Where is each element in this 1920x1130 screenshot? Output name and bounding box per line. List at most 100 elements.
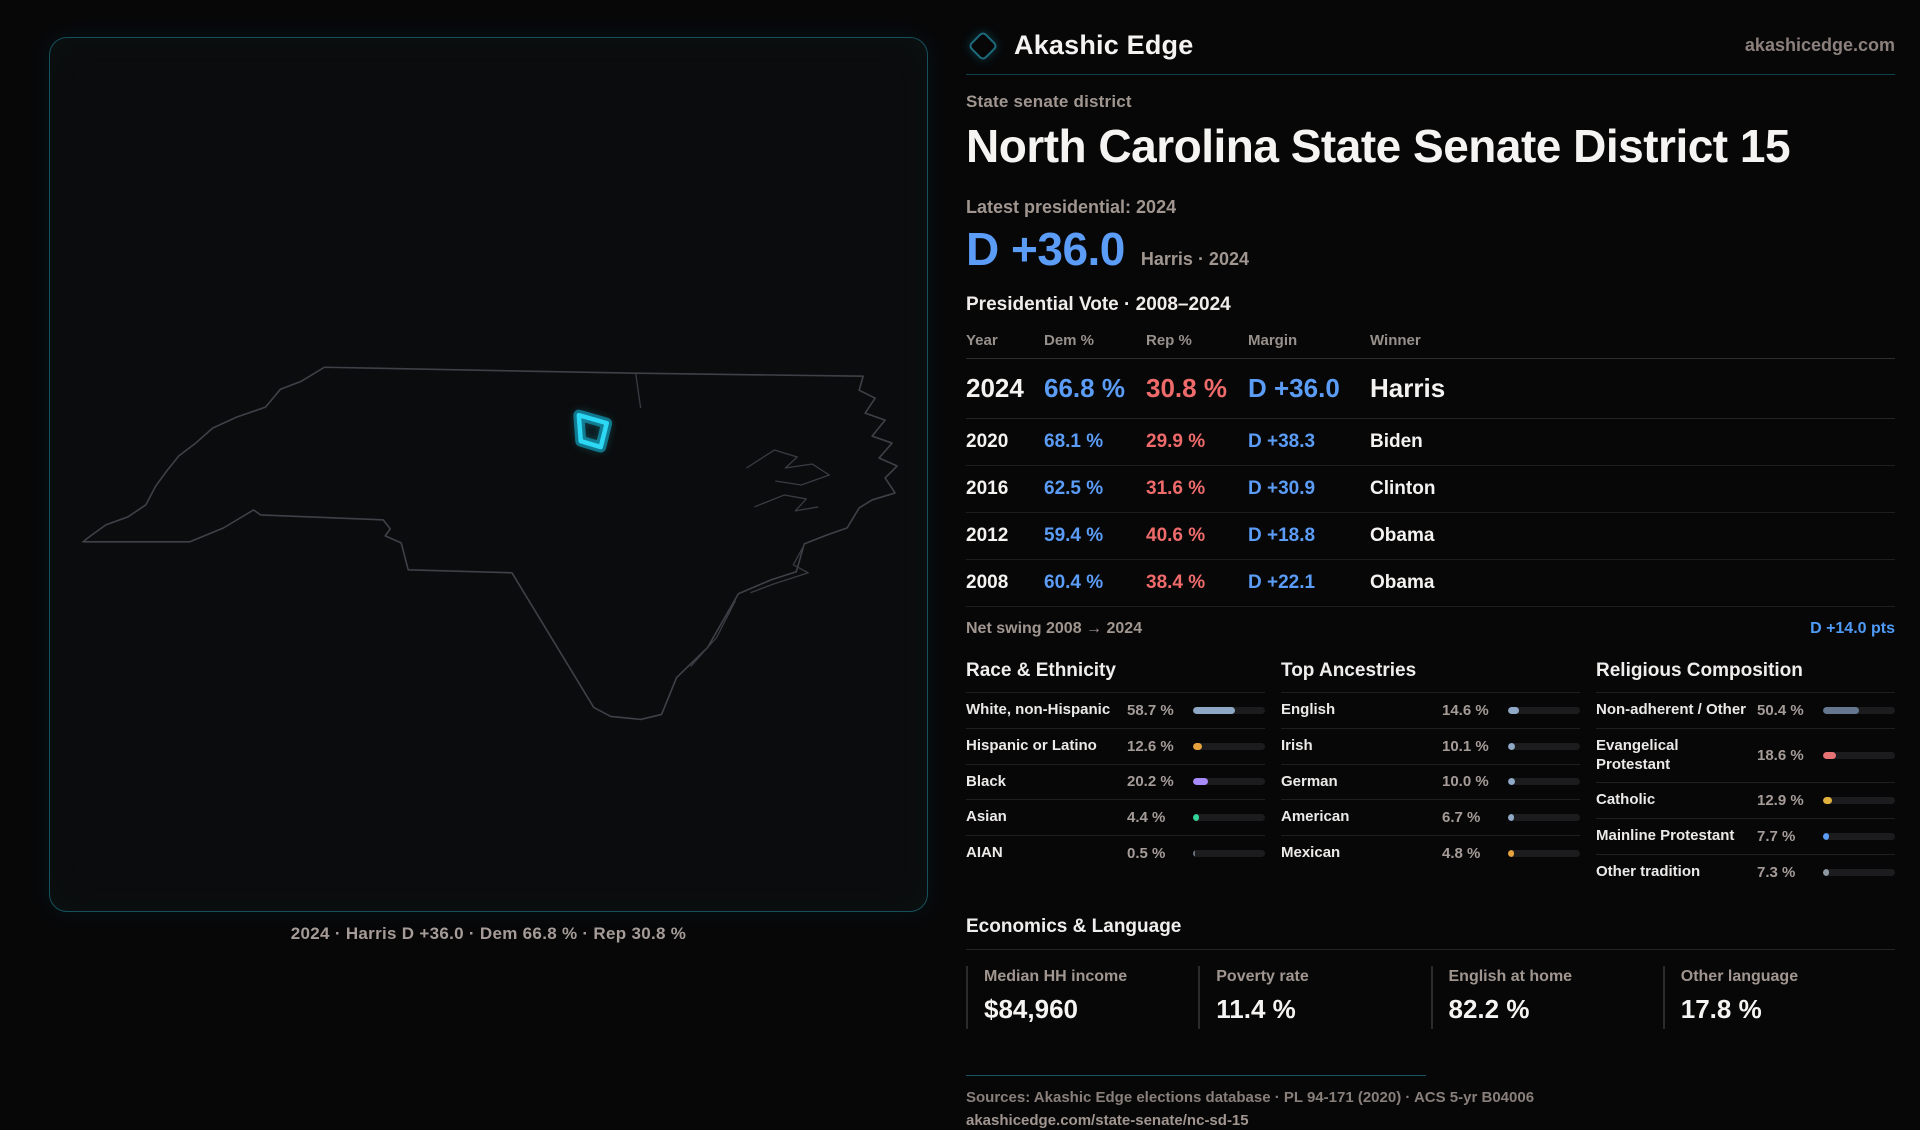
demo-bar-track xyxy=(1193,778,1265,786)
demo-value: 12.6 % xyxy=(1127,737,1174,755)
cell-dem: 66.8 % xyxy=(1044,373,1125,403)
cell-year: 2012 xyxy=(966,525,1009,546)
demo-bar-fill xyxy=(1193,706,1236,714)
demo-row-mexican: Mexican 4.8 % xyxy=(1281,835,1580,871)
demo-label: Other tradition xyxy=(1596,862,1701,880)
demo-bar-track xyxy=(1823,832,1895,840)
report-panel: Akashic Edge akashicedge.com State senat… xyxy=(966,29,1895,1130)
demo-bar-track xyxy=(1193,814,1265,822)
demo-bar-fill xyxy=(1508,706,1519,714)
cell-rep: 30.8 % xyxy=(1146,373,1227,403)
stat-label: Median HH income xyxy=(984,967,1128,985)
stat-label: Other language xyxy=(1680,967,1799,985)
demo-label: Mexican xyxy=(1281,844,1341,861)
cell-dem: 62.5 % xyxy=(1044,478,1104,499)
coast-parallel-line xyxy=(690,600,737,667)
cell-margin: D +30.9 xyxy=(1248,478,1316,499)
section-title: Religious Composition xyxy=(1596,660,1803,681)
brand-header: Akashic Edge akashicedge.com xyxy=(966,29,1895,62)
demo-bar-fill xyxy=(1193,849,1195,857)
demo-label: German xyxy=(1281,772,1338,790)
stat-poverty-rate: Poverty rate 11.4 % xyxy=(1198,965,1430,1029)
demo-label: Irish xyxy=(1281,736,1313,754)
demo-label: Asian xyxy=(966,808,1007,826)
demo-row-american: American 6.7 % xyxy=(1281,799,1580,835)
cell-winner: Harris xyxy=(1370,373,1446,403)
demo-bar-fill xyxy=(1823,868,1829,876)
demo-value: 7.3 % xyxy=(1757,863,1796,881)
cell-dem: 60.4 % xyxy=(1044,572,1104,593)
column-header-winner: Winner xyxy=(1370,332,1421,349)
footer-divider xyxy=(966,1074,1426,1076)
demo-bar-fill xyxy=(1508,814,1514,822)
demo-value: 12.9 % xyxy=(1757,792,1804,810)
coastal-sound-detail-3 xyxy=(754,494,819,512)
stat-median-hh-income: Median HH income $84,960 xyxy=(966,965,1198,1029)
brand-name: Akashic Edge xyxy=(1014,30,1194,60)
demographics-section: Race & Ethnicity White, non-Hispanic 58.7 … xyxy=(966,660,1895,890)
margin-value: D +36.0 xyxy=(966,223,1125,275)
stat-value: 11.4 % xyxy=(1216,993,1296,1024)
demo-bar-fill xyxy=(1193,778,1208,786)
demo-row-hispanic-or-latino: Hispanic or Latino 12.6 % xyxy=(966,727,1265,764)
demo-label: Mainline Protestant xyxy=(1596,827,1735,844)
sources-text: Sources: Akashic Edge elections database… xyxy=(966,1088,1535,1106)
demo-bar-track xyxy=(1823,706,1895,714)
demo-value: 6.7 % xyxy=(1442,809,1481,827)
demo-bar-fill xyxy=(1823,752,1837,759)
cell-year: 2008 xyxy=(966,572,1009,593)
demo-row-irish: Irish 10.1 % xyxy=(1281,727,1580,764)
table-row-2008: 2008 60.4 % 38.4 % D +22.1 Obama xyxy=(966,560,1895,607)
net-swing-value: D +14.0 pts xyxy=(1810,620,1895,637)
highlighted-district-shape xyxy=(573,409,613,453)
cell-winner: Obama xyxy=(1370,572,1435,593)
kicker: State senate district xyxy=(966,92,1132,111)
net-swing-row: Net swing 2008 → 2024 D +14.0 pts xyxy=(966,620,1895,638)
coastal-sound-detail-1 xyxy=(746,449,830,486)
cell-dem: 59.4 % xyxy=(1044,525,1104,546)
cell-year: 2016 xyxy=(966,478,1009,499)
economics-stats: Median HH income $84,960 Poverty rate 11.4 … xyxy=(966,965,1895,1029)
demo-label: Black xyxy=(966,772,1007,790)
column-header-dem: Dem % xyxy=(1044,332,1095,349)
demo-bar-track xyxy=(1193,742,1265,750)
demo-value: 10.1 % xyxy=(1442,737,1489,755)
permalink[interactable]: akashicedge.com/state-senate/nc-sd-15 xyxy=(966,1111,1249,1129)
demo-label: Non-adherent / Other xyxy=(1596,701,1747,718)
demo-bar-fill xyxy=(1508,742,1516,750)
stat-value: $84,960 xyxy=(984,993,1078,1024)
page-title: North Carolina State Senate District 15 xyxy=(966,120,1791,172)
footer: Sources: Akashic Edge elections database… xyxy=(966,1074,1895,1130)
state-outline xyxy=(82,366,898,721)
demo-row-black: Black 20.2 % xyxy=(966,763,1265,800)
margin-detail: Harris · 2024 xyxy=(1140,249,1249,269)
demo-bar-fill xyxy=(1823,832,1829,840)
demo-row-catholic: Catholic 12.9 % xyxy=(1596,782,1895,818)
column-header-year: Year xyxy=(966,332,998,349)
column-header-margin: Margin xyxy=(1248,332,1298,349)
latest-presidential-label: Latest presidential: 2024 xyxy=(966,197,1177,217)
demo-value: 0.5 % xyxy=(1127,844,1166,862)
map-caption: 2024 · Harris D +36.0 · Dem 66.8 % · Rep… xyxy=(290,924,687,943)
stat-other-language: Other language 17.8 % xyxy=(1662,965,1895,1029)
demo-row-white-non-hispanic: White, non-Hispanic 58.7 % xyxy=(966,692,1265,728)
demo-label: White, non-Hispanic xyxy=(966,701,1111,718)
demo-label: English xyxy=(1281,701,1336,718)
demo-bar-fill xyxy=(1823,797,1833,805)
demo-bar-fill xyxy=(1193,742,1203,750)
demo-bar-fill xyxy=(1508,778,1516,786)
cell-winner: Clinton xyxy=(1370,478,1436,499)
cell-dem: 68.1 % xyxy=(1044,431,1104,452)
cell-margin: D +18.8 xyxy=(1248,525,1316,546)
section-title: Top Ancestries xyxy=(1281,660,1417,681)
demo-bar-track xyxy=(1508,849,1580,857)
district-map-panel xyxy=(49,37,928,912)
demo-value: 10.0 % xyxy=(1442,773,1489,791)
table-row-2016: 2016 62.5 % 31.6 % D +30.9 Clinton xyxy=(966,466,1895,513)
brand-site-link[interactable]: akashicedge.com xyxy=(1744,35,1895,55)
demo-value: 50.4 % xyxy=(1757,701,1804,719)
table-row-2012: 2012 59.4 % 40.6 % D +18.8 Obama xyxy=(966,513,1895,560)
stat-value: 17.8 % xyxy=(1680,993,1762,1024)
header-divider xyxy=(966,74,1895,75)
cell-winner: Biden xyxy=(1370,431,1423,452)
